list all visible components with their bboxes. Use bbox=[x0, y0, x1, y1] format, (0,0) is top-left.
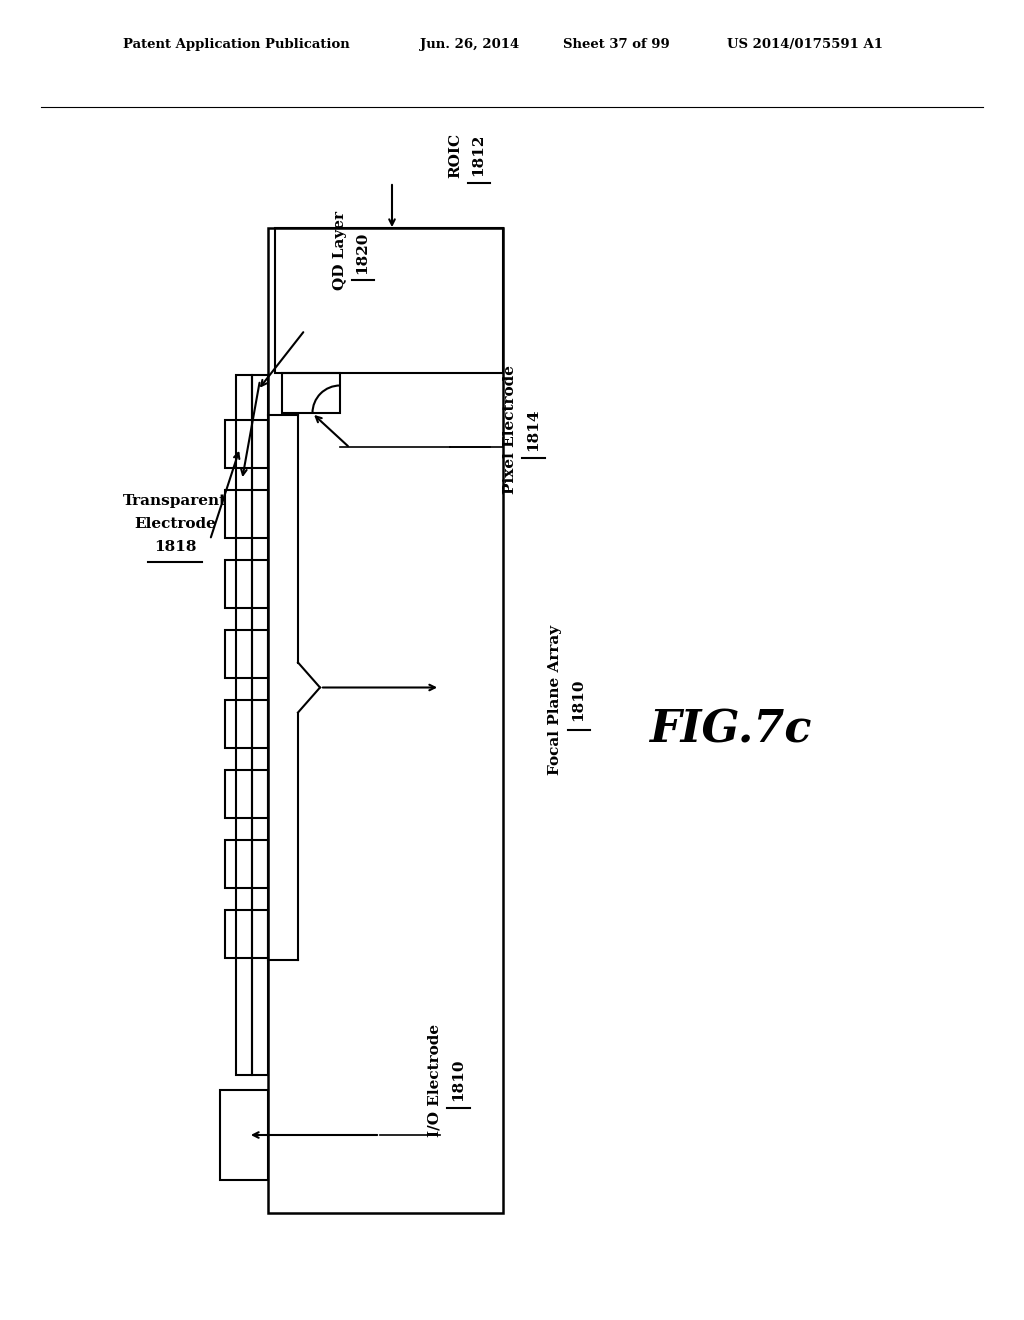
Bar bbox=[268, 228, 503, 1213]
Text: Jun. 26, 2014: Jun. 26, 2014 bbox=[420, 37, 519, 50]
Text: 1810: 1810 bbox=[571, 678, 585, 721]
Text: Sheet 37 of 99: Sheet 37 of 99 bbox=[563, 37, 670, 50]
Text: 1812: 1812 bbox=[471, 133, 485, 176]
Bar bbox=[282, 374, 340, 413]
Text: I/O Electrode: I/O Electrode bbox=[428, 1023, 442, 1137]
Bar bbox=[225, 770, 268, 818]
Text: Pixel Electrode: Pixel Electrode bbox=[503, 366, 517, 495]
Bar bbox=[252, 375, 268, 1074]
Bar bbox=[220, 1090, 268, 1180]
Text: 1814: 1814 bbox=[526, 409, 540, 451]
Text: Electrode: Electrode bbox=[134, 517, 216, 531]
Bar bbox=[225, 630, 268, 678]
Bar bbox=[236, 375, 252, 1074]
Text: Focal Plane Array: Focal Plane Array bbox=[548, 624, 562, 775]
Text: FIG.7c: FIG.7c bbox=[649, 709, 811, 751]
Text: 1818: 1818 bbox=[154, 540, 197, 554]
Bar bbox=[275, 228, 503, 374]
Text: 1820: 1820 bbox=[355, 232, 369, 275]
Bar bbox=[225, 909, 268, 958]
Text: QD Layer: QD Layer bbox=[333, 210, 347, 289]
Text: Transparent: Transparent bbox=[123, 494, 227, 508]
Text: 1810: 1810 bbox=[451, 1059, 465, 1101]
Bar bbox=[225, 560, 268, 609]
Bar bbox=[225, 420, 268, 469]
Text: US 2014/0175591 A1: US 2014/0175591 A1 bbox=[727, 37, 883, 50]
Bar bbox=[225, 840, 268, 888]
Bar bbox=[225, 490, 268, 539]
Text: ROIC: ROIC bbox=[449, 132, 462, 178]
Bar bbox=[225, 700, 268, 748]
Text: Patent Application Publication: Patent Application Publication bbox=[123, 37, 349, 50]
